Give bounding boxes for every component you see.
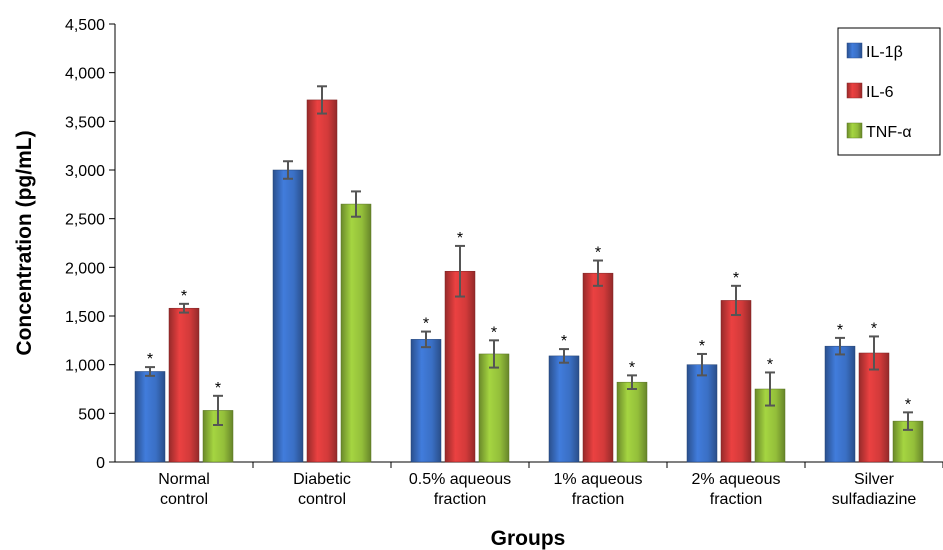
significance-marker: * xyxy=(215,380,221,397)
y-tick-label: 0 xyxy=(96,455,105,472)
significance-marker: * xyxy=(491,324,497,341)
y-tick-label: 4,500 xyxy=(65,17,105,34)
legend: IL-1β IL-6 TNF-α xyxy=(837,27,941,156)
x-tick-label: 1% aqueous fraction xyxy=(554,471,643,508)
bar-tnfa xyxy=(340,203,372,463)
significance-marker: * xyxy=(733,270,739,287)
bar-il1b xyxy=(272,169,304,463)
legend-label-il1b: IL-1β xyxy=(866,44,903,61)
significance-marker: * xyxy=(905,396,911,413)
bar-il6 xyxy=(858,352,890,463)
y-tick-label: 2,500 xyxy=(65,212,105,229)
bar-il6 xyxy=(306,99,338,463)
x-axis-ticks: Normal control Diabetic control 0.5% aqueous… xyxy=(158,462,943,508)
bar-il6 xyxy=(720,300,752,463)
y-tick-label: 3,500 xyxy=(65,114,105,131)
y-tick-label: 500 xyxy=(78,406,105,423)
significance-marker: * xyxy=(699,338,705,355)
significance-marker: * xyxy=(457,230,463,247)
bar-il6 xyxy=(444,270,476,463)
bar-il1b xyxy=(410,339,442,463)
bar-il6 xyxy=(168,307,200,463)
significance-marker: * xyxy=(767,356,773,373)
legend-swatch-il1b xyxy=(846,42,863,59)
x-tick-label: Normal control xyxy=(158,471,210,508)
legend-label-tnfa: TNF-α xyxy=(866,124,912,141)
significance-marker: * xyxy=(147,351,153,368)
significance-marker: * xyxy=(595,245,601,262)
bar-il6 xyxy=(582,272,614,463)
significance-marker: * xyxy=(629,359,635,376)
y-tick-label: 3,000 xyxy=(65,163,105,180)
x-tick-label: 0.5% aqueous fraction xyxy=(409,471,511,508)
y-axis-ticks: 0 500 1,000 1,500 2,000 2,500 3,000 3,500 4,000 4… xyxy=(65,17,115,472)
legend-label-il6: IL-6 xyxy=(866,84,894,101)
significance-marker: * xyxy=(561,333,567,350)
x-axis-title: Groups xyxy=(491,527,566,550)
y-tick-label: 2,000 xyxy=(65,260,105,277)
y-tick-label: 1,500 xyxy=(65,309,105,326)
legend-swatch-tnfa xyxy=(846,122,863,139)
bar-il1b xyxy=(686,364,718,463)
legend-swatch-il6 xyxy=(846,82,863,99)
bar-tnfa xyxy=(616,381,648,463)
y-tick-label: 4,000 xyxy=(65,66,105,83)
y-tick-label: 1,000 xyxy=(65,358,105,375)
x-tick-label: Silver sulfadiazine xyxy=(832,471,917,508)
x-tick-label: Diabetic control xyxy=(293,471,351,508)
x-tick-label: 2% aqueous fraction xyxy=(692,471,781,508)
significance-marker: * xyxy=(837,322,843,339)
bar-il1b xyxy=(134,371,166,463)
bars-group: * * * * * * * * * * * * * * * xyxy=(134,85,924,463)
bar-il1b xyxy=(824,345,856,463)
bar-tnfa xyxy=(478,353,510,463)
bar-il1b xyxy=(548,355,580,463)
significance-marker: * xyxy=(871,320,877,337)
significance-marker: * xyxy=(423,316,429,333)
significance-marker: * xyxy=(181,288,187,305)
y-axis-title: Concentration (pg/mL) xyxy=(13,130,36,355)
